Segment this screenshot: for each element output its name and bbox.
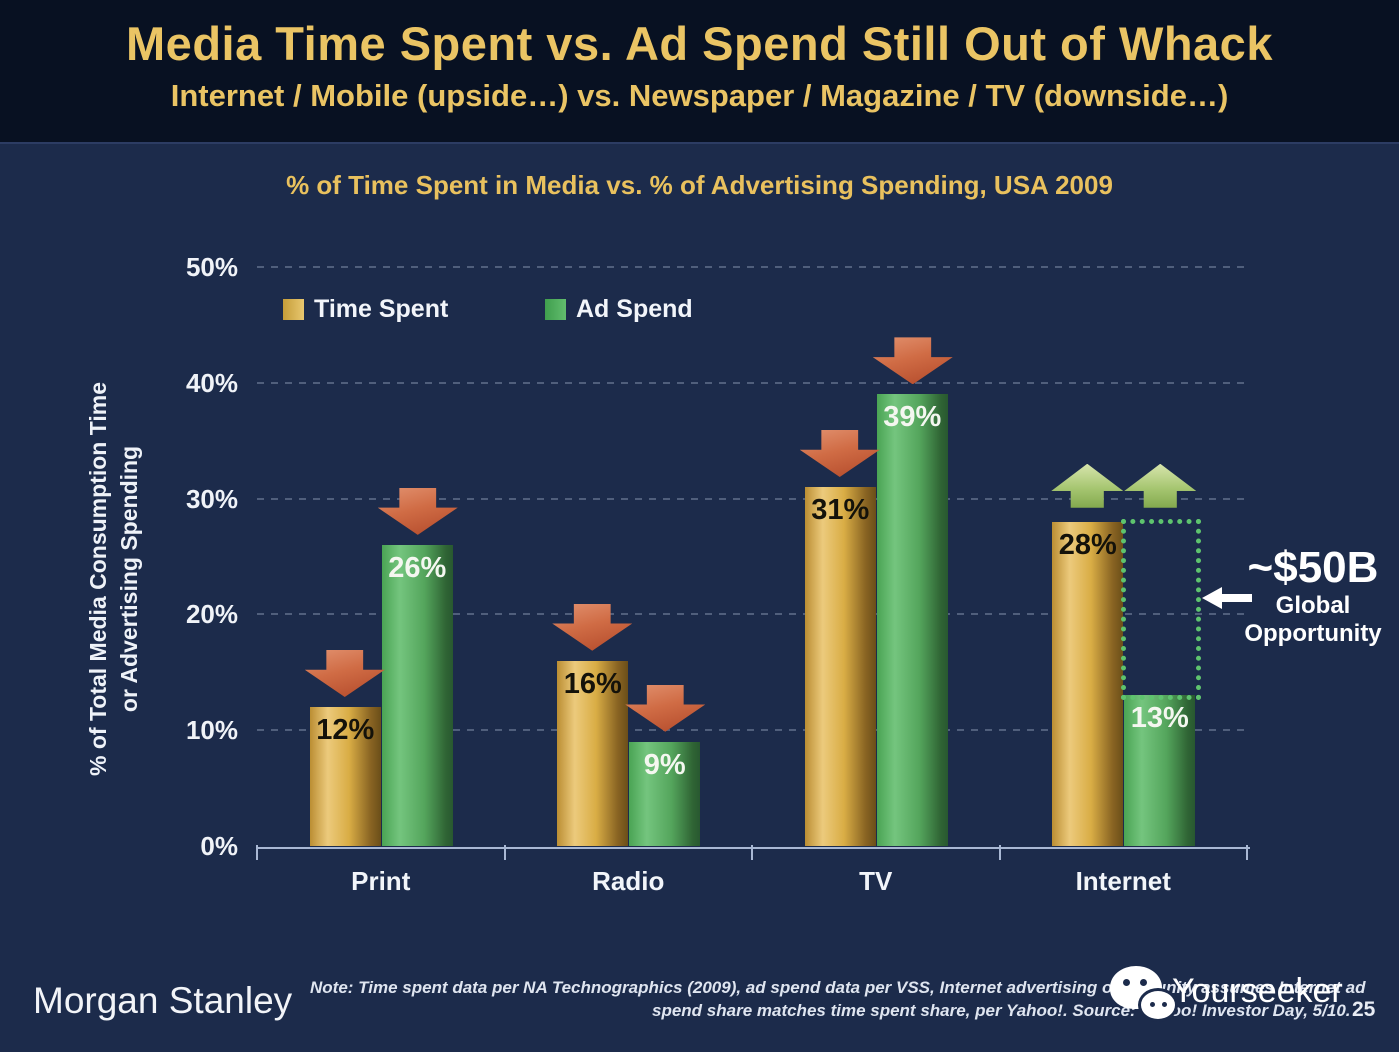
bar-value-label: 31% <box>811 494 870 527</box>
y-tick-label-30%: 30% <box>185 483 238 514</box>
trend-arrow-down-icon <box>625 684 706 732</box>
bar-time-spent-tv: 31% <box>804 487 876 846</box>
y-tick-label-40%: 40% <box>185 367 238 398</box>
watermark-text: Yourseeker <box>1172 972 1343 1010</box>
x-axis-tick <box>998 845 1001 860</box>
gridline-50% <box>257 266 1249 268</box>
trend-arrow-down-icon <box>872 337 953 385</box>
legend-label-ad-spend: Ad Spend <box>576 295 693 323</box>
ad-spend-swatch-icon <box>545 299 566 320</box>
time-spent-swatch-icon <box>283 299 304 320</box>
trend-arrow-up-icon <box>1051 463 1124 508</box>
y-tick-label-0%: 0% <box>200 831 238 861</box>
slide-subtitle: Internet / Mobile (upside…) vs. Newspape… <box>170 78 1229 113</box>
gridline-30% <box>257 497 1249 500</box>
trend-arrow-up-icon <box>1124 463 1197 508</box>
category-label-internet: Internet <box>1075 866 1171 896</box>
bar-ad-spend-print: 26% <box>381 544 453 846</box>
trend-arrow-down-icon <box>799 430 880 478</box>
x-axis-tick <box>751 845 753 860</box>
x-axis-line <box>256 847 1250 849</box>
opportunity-label: Global Opportunity <box>1238 592 1388 648</box>
chart-title: % of Time Spent in Media vs. % of Advert… <box>286 170 1113 200</box>
y-axis-title: % of Total Media Consumption Time or Adv… <box>83 269 153 889</box>
wechat-small-bubble <box>1138 988 1178 1022</box>
category-label-tv: TV <box>859 866 893 896</box>
legend-item-time-spent: Time Spent <box>283 295 448 324</box>
y-tick-label-10%: 10% <box>185 715 238 746</box>
bar-value-label: 26% <box>388 551 447 584</box>
bar-value-label: 16% <box>563 667 622 700</box>
y-tick-label-20%: 20% <box>185 599 238 630</box>
y-tick-label-50%: 50% <box>185 252 238 282</box>
category-label-print: Print <box>351 866 411 896</box>
x-axis-tick <box>503 845 506 860</box>
gridline-10% <box>257 729 1249 732</box>
footnote-line1: Note: Time spent data per NA Technograph… <box>310 978 1366 997</box>
category-label-radio: Radio <box>592 866 665 896</box>
bar-time-spent-internet: 28% <box>1052 521 1124 846</box>
opportunity-value: ~$50B <box>1247 543 1379 592</box>
bar-value-label: 28% <box>1058 528 1117 561</box>
opportunity-label-line2: Opportunity <box>1244 620 1382 647</box>
bar-value-label: 9% <box>643 748 686 781</box>
bar-value-label: 13% <box>1130 702 1189 735</box>
y-axis-title-line2: or Advertising Spending <box>116 445 142 713</box>
bar-value-label: 12% <box>316 714 375 747</box>
bar-ad-spend-tv: 39% <box>876 394 948 846</box>
trend-arrow-down-icon <box>377 487 458 535</box>
trend-arrow-down-icon <box>304 650 385 698</box>
legend-label-time-spent: Time Spent <box>314 295 449 323</box>
slide-title: Media Time Spent vs. Ad Spend Still Out … <box>126 17 1273 70</box>
morgan-stanley-logo: Morgan Stanley <box>33 980 293 1021</box>
bar-time-spent-radio: 16% <box>557 660 629 846</box>
x-axis-tick <box>256 845 258 860</box>
slide-header: Media Time Spent vs. Ad Spend Still Out … <box>0 0 1399 144</box>
bar-ad-spend-internet: 13% <box>1124 695 1196 846</box>
y-axis-title-line1: % of Total Media Consumption Time <box>85 382 111 776</box>
page-number: 25 <box>1352 998 1376 1021</box>
opportunity-label-line1: Global <box>1275 592 1351 619</box>
bar-time-spent-print: 12% <box>309 707 381 846</box>
gridline-40% <box>257 381 1249 384</box>
legend-item-ad-spend: Ad Spend <box>545 295 693 324</box>
opportunity-gap-dotted-rect <box>1121 518 1202 701</box>
x-axis-tick <box>1246 845 1248 860</box>
bar-ad-spend-radio: 9% <box>629 741 701 846</box>
bar-value-label: 39% <box>883 401 942 434</box>
left-arrow-icon <box>1202 587 1252 609</box>
gridline-20% <box>257 613 1249 616</box>
wechat-icon <box>1110 966 1186 1024</box>
trend-arrow-down-icon <box>552 603 633 651</box>
